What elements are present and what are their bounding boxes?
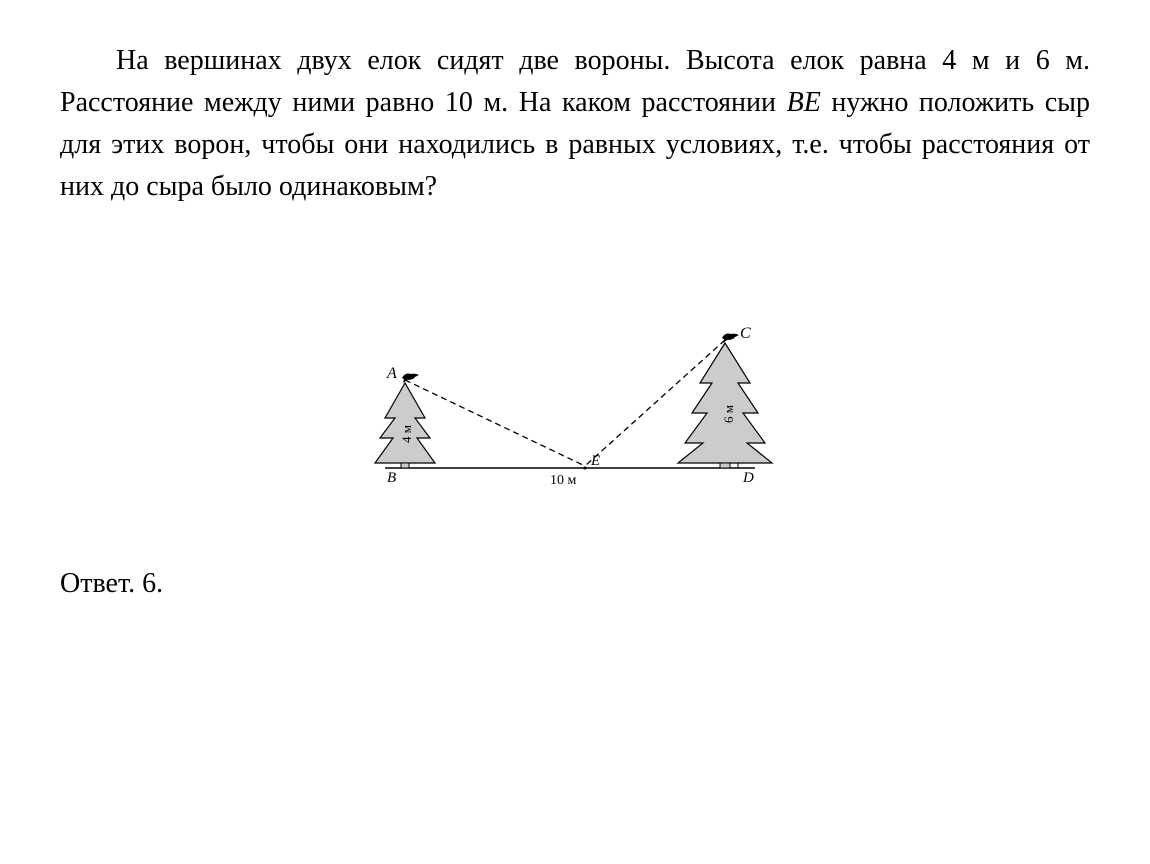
- problem-text: На вершинах двух елок сидят две вороны. …: [60, 40, 1090, 208]
- label-A: A: [386, 365, 397, 382]
- label-4m: 4 м: [399, 425, 414, 443]
- label-10m: 10 м: [550, 473, 577, 488]
- answer: Ответ. 6.: [60, 568, 1090, 600]
- dashed-line-AE: [405, 380, 585, 466]
- answer-value: 6.: [142, 568, 163, 599]
- label-D: D: [742, 470, 754, 486]
- bird-A: [402, 374, 419, 384]
- tree1-shape: [375, 383, 435, 463]
- tree2-shape: [678, 343, 772, 463]
- label-6m: 6 м: [721, 405, 736, 423]
- bird-C: [722, 334, 739, 344]
- point-E-marker: [584, 467, 587, 470]
- label-C: C: [740, 325, 751, 342]
- answer-label: Ответ.: [60, 568, 142, 599]
- diagram-container: A C B D E 10 м 4 м 6 м: [60, 268, 1090, 488]
- diagram: A C B D E 10 м 4 м 6 м: [345, 268, 805, 488]
- diagram-svg: A C B D E 10 м 4 м 6 м: [345, 268, 805, 488]
- label-E: E: [590, 453, 600, 469]
- label-B: B: [387, 470, 396, 486]
- tree2-trunk-rect: [720, 463, 730, 468]
- bird-icon: [402, 374, 419, 384]
- bird-icon: [722, 334, 739, 344]
- problem-variable-BE: BE: [787, 87, 821, 118]
- tree1-trunk-rect: [401, 463, 409, 468]
